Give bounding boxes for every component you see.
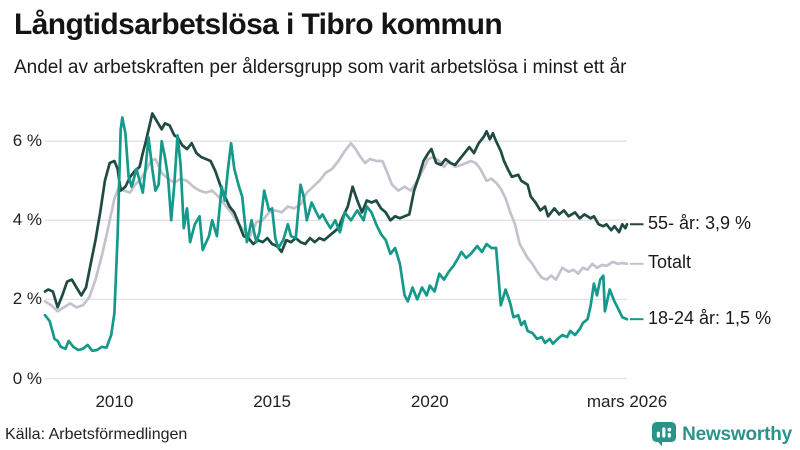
series-label-55: 55- år: 3,9 % (648, 212, 752, 233)
x-axis-label: 2020 (410, 392, 449, 411)
series-label-totalt: Totalt (648, 252, 692, 273)
brand-name: Newsworthy (682, 423, 792, 445)
x-axis-label: 2015 (253, 392, 292, 411)
series-line-18-24 år (43, 116, 629, 353)
series-label-18-24: 18-24 år: 1,5 % (648, 307, 772, 328)
y-axis-label: 2 % (12, 289, 42, 309)
y-axis-label: 6 % (12, 131, 42, 151)
newsworthy-chart-bubble-icon (652, 422, 677, 447)
x-axis-label: 2010 (95, 392, 134, 411)
x-axis-label: mars 2026 (586, 392, 668, 411)
source-credit: Källa: Arbetsförmedlingen (5, 426, 188, 443)
series-line-55- år (43, 112, 629, 309)
page-title: Långtidsarbetslösa i Tibro kommun (14, 8, 503, 41)
y-axis-label: 4 % (12, 210, 42, 230)
chart-subtitle: Andel av arbetskraften per åldersgrupp s… (14, 57, 627, 78)
y-axis-label: 0 % (12, 368, 42, 388)
brand-logo: Newsworthy (652, 422, 792, 447)
series-line-Totalt (43, 141, 629, 313)
